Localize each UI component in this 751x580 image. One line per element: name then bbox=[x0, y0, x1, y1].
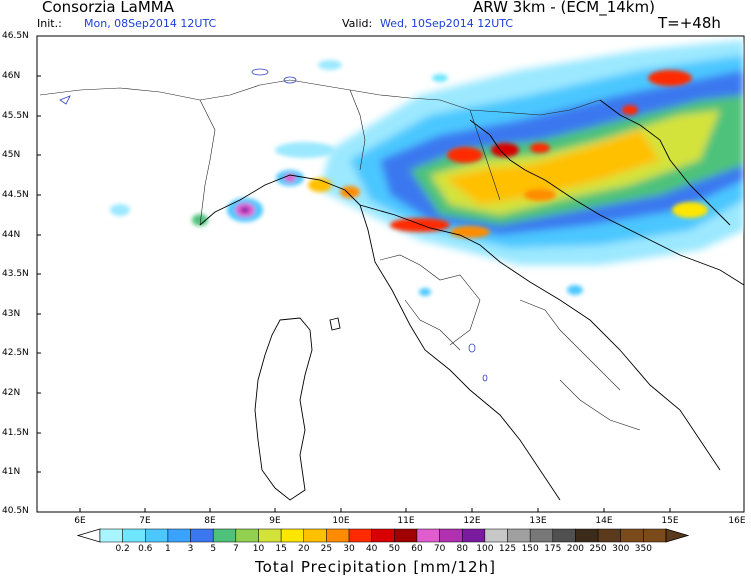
lakes bbox=[59, 68, 488, 382]
borders bbox=[39, 79, 641, 431]
colorbar-swatch bbox=[529, 528, 554, 543]
colorbar-arrow-right bbox=[665, 528, 690, 543]
lon-label: 6E bbox=[74, 516, 86, 526]
legend-level-label: 40 bbox=[365, 544, 378, 554]
colorbar-swatch bbox=[303, 528, 327, 543]
lat-label: 41.5N bbox=[2, 428, 29, 438]
legend-level-label: 30 bbox=[343, 544, 355, 554]
colorbar-swatch bbox=[235, 528, 259, 543]
legend-level-label: 7 bbox=[232, 544, 239, 554]
init-value: Mon, 08Sep2014 12UTC bbox=[84, 17, 217, 30]
legend-level-label: 70 bbox=[433, 544, 446, 554]
colorbar-swatch bbox=[280, 528, 305, 543]
colorbar-swatch bbox=[461, 528, 486, 543]
lat-label: 45.5N bbox=[2, 111, 29, 121]
legend-level-label: 100 bbox=[476, 544, 494, 554]
colorbar-swatch bbox=[145, 528, 169, 543]
colorbar-swatch bbox=[394, 528, 418, 543]
lat-label: 42.5N bbox=[2, 348, 29, 358]
lat-label: 43N bbox=[2, 309, 21, 319]
legend-level-label: 10 bbox=[252, 544, 265, 554]
lon-label: 11E bbox=[397, 516, 415, 526]
lon-label: 16E bbox=[728, 516, 746, 526]
init-label: Init.: bbox=[37, 17, 62, 30]
legend-level-label: 80 bbox=[456, 544, 468, 554]
colorbar-swatch bbox=[620, 528, 644, 543]
lat-label: 46.5N bbox=[2, 31, 29, 41]
colorbar-arrow-left bbox=[76, 528, 101, 543]
lat-label: 40.5N bbox=[2, 506, 29, 516]
colorbar-swatch bbox=[348, 528, 372, 543]
legend-level-label: 175 bbox=[544, 544, 562, 554]
legend-level-label: 350 bbox=[634, 544, 652, 554]
colorbar-swatch bbox=[597, 528, 621, 543]
legend-level-label: 300 bbox=[612, 544, 630, 554]
colorbar-swatch bbox=[552, 528, 576, 543]
colorbar-swatch bbox=[258, 528, 282, 543]
lon-label: 15E bbox=[661, 516, 679, 526]
valid-value: Wed, 10Sep2014 12UTC bbox=[380, 17, 513, 30]
legend-level-label: 25 bbox=[320, 544, 333, 554]
valid-label: Valid: bbox=[342, 17, 373, 30]
legend-level-label: 3 bbox=[187, 544, 194, 554]
legend-level-label: 200 bbox=[566, 544, 585, 554]
legend-level-label: 5 bbox=[210, 544, 217, 554]
lon-label: 9E bbox=[269, 516, 281, 526]
lon-label: 12E bbox=[463, 516, 481, 526]
legend-level-label: 150 bbox=[521, 544, 539, 554]
lon-label: 13E bbox=[529, 516, 547, 526]
precip-cores bbox=[390, 70, 708, 238]
legend-level-label: 60 bbox=[411, 544, 423, 554]
legend-level-label: 125 bbox=[498, 544, 517, 554]
legend-colorbar bbox=[76, 528, 690, 543]
colorbar-swatch bbox=[575, 528, 599, 543]
colorbar-swatch bbox=[484, 528, 508, 543]
lon-label: 14E bbox=[595, 516, 613, 526]
colorbar-swatch bbox=[122, 528, 146, 543]
legend-level-label: 0.2 bbox=[115, 544, 130, 554]
colorbar-swatch bbox=[167, 528, 191, 543]
lat-label: 42N bbox=[2, 388, 21, 398]
lon-label: 7E bbox=[139, 516, 151, 526]
colorbar-swatch bbox=[439, 528, 463, 543]
lat-label: 41N bbox=[2, 467, 21, 477]
legend-level-label: 0.6 bbox=[138, 544, 153, 554]
lon-label: 8E bbox=[204, 516, 216, 526]
legend-level-label: 1 bbox=[165, 544, 171, 554]
legend-level-label: 20 bbox=[298, 544, 310, 554]
legend-level-label: 50 bbox=[388, 544, 401, 554]
colorbar-swatch bbox=[190, 528, 214, 543]
ligurian-precip bbox=[110, 60, 583, 296]
lat-label: 45N bbox=[2, 150, 21, 160]
title-left: Consorzia LaMMA bbox=[42, 0, 175, 16]
colorbar-swatch bbox=[416, 528, 440, 543]
lon-label: 10E bbox=[332, 516, 350, 526]
colorbar-swatch bbox=[212, 528, 237, 543]
lat-label: 44N bbox=[2, 230, 21, 240]
lat-label: 43.5N bbox=[2, 269, 29, 279]
colorbar-swatch bbox=[371, 528, 395, 543]
lead-time: T=+48h bbox=[658, 14, 721, 32]
legend-title: Total Precipitation [mm/12h] bbox=[255, 558, 496, 576]
colorbar-swatch bbox=[507, 528, 531, 543]
lat-label: 44.5N bbox=[2, 190, 29, 200]
coastlines bbox=[199, 99, 744, 501]
colorbar-swatch bbox=[643, 528, 667, 543]
axis-ticks bbox=[37, 75, 671, 512]
title-right: ARW 3km - (ECM_14km) bbox=[473, 0, 655, 16]
colorbar-swatch bbox=[99, 528, 123, 543]
legend-level-label: 15 bbox=[275, 544, 287, 554]
legend-level-label: 250 bbox=[589, 544, 607, 554]
colorbar-swatch bbox=[326, 528, 350, 543]
lat-label: 46N bbox=[2, 71, 21, 81]
